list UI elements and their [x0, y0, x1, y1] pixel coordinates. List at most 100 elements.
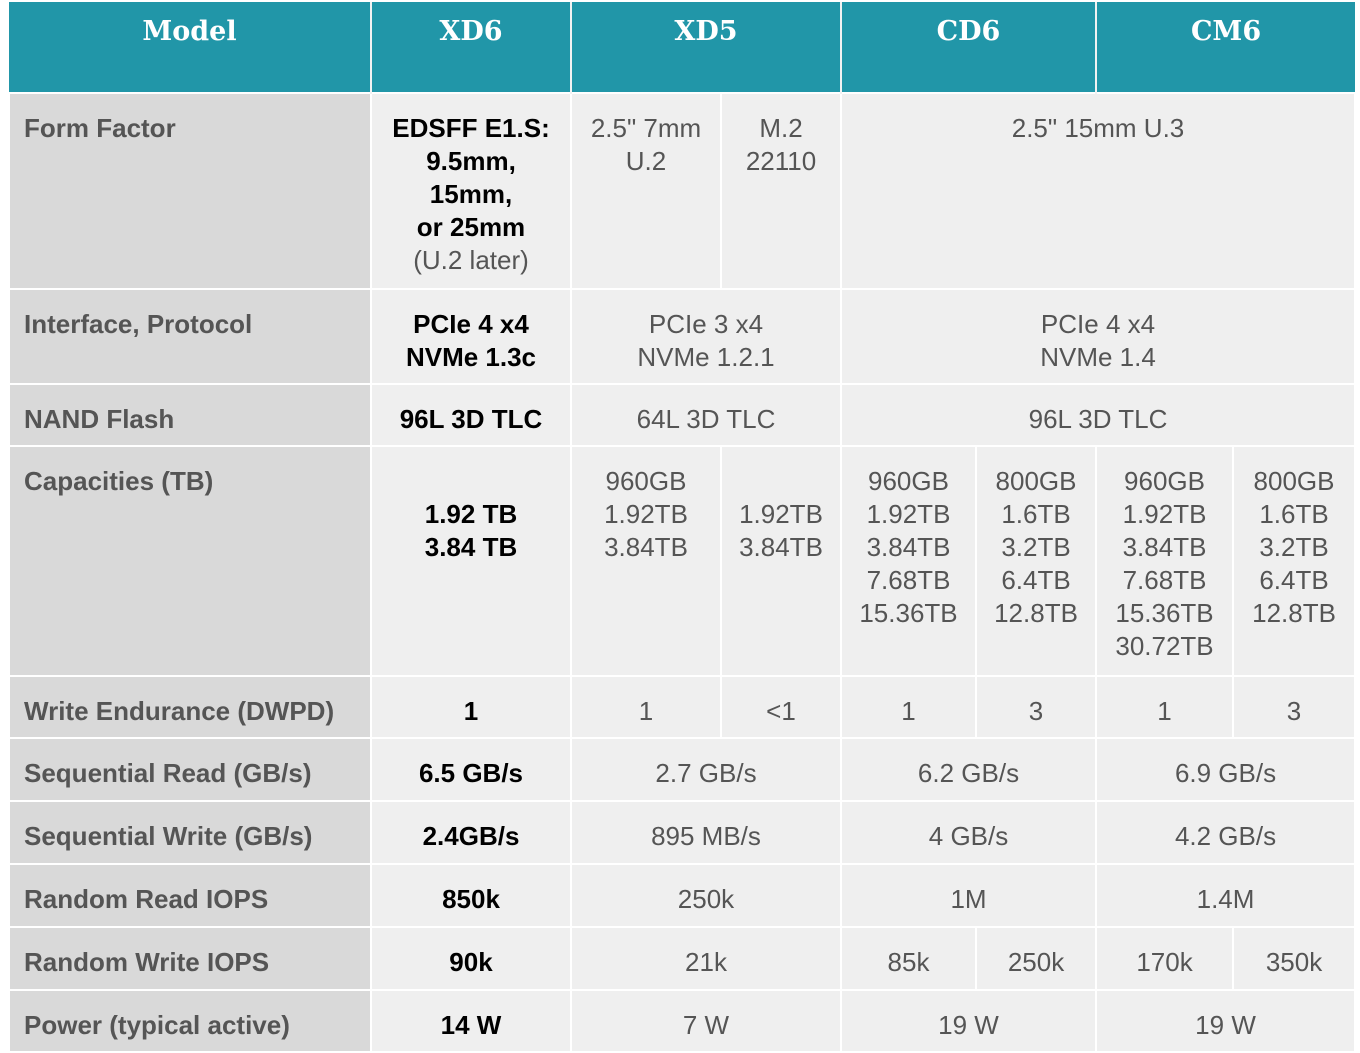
- cell-line: 3.84TB: [739, 532, 823, 562]
- cell-cd6: 1M: [839, 863, 1098, 928]
- row-label: Capacities (TB): [8, 445, 372, 677]
- cell-xd6: 14 W: [370, 989, 572, 1053]
- row-label: Power (typical active): [8, 989, 372, 1053]
- cell-xd5-m2: <1: [720, 675, 842, 739]
- row-form-factor: Form Factor EDSFF E1.S: 9.5mm, 15mm, or …: [8, 92, 1357, 290]
- cell-line: 1.92TB: [866, 499, 951, 529]
- cell-xd5: 895 MB/s: [570, 800, 842, 865]
- cell-line: 12.8TB: [1252, 598, 1336, 628]
- cell-xd5-m2: M.2 22110: [720, 92, 842, 290]
- row-random-read: Random Read IOPS 850k 250k 1M 1.4M: [8, 863, 1357, 928]
- header-model: Model: [9, 2, 372, 93]
- cell-line: 960GB: [605, 466, 687, 496]
- row-label: Sequential Read (GB/s): [8, 737, 372, 802]
- cell-line: PCIe 4 x4: [1040, 309, 1156, 339]
- cell-line: 3.84TB: [866, 532, 951, 562]
- row-nand-flash: NAND Flash 96L 3D TLC 64L 3D TLC 96L 3D …: [8, 383, 1357, 447]
- cell-line: 3.84TB: [604, 532, 688, 562]
- cell-line: PCIe 3 x4: [648, 309, 764, 339]
- cell-line: 1.92TB: [1122, 499, 1207, 529]
- cell-xd6: PCIe 4 x4 NVMe 1.3c: [370, 288, 572, 385]
- cell-cm6: 4.2 GB/s: [1095, 800, 1357, 865]
- cell-cm6-v: 3: [1232, 675, 1357, 739]
- cell-cd6-cm6: 2.5" 15mm U.3: [839, 92, 1357, 290]
- cell-xd5: 2.7 GB/s: [570, 737, 842, 802]
- cell-cd6-v: 3: [974, 675, 1098, 739]
- cell-line: U.2: [625, 146, 667, 176]
- row-label: Form Factor: [8, 92, 372, 290]
- cell-line: 1.6TB: [1001, 499, 1071, 529]
- cell-xd5-m2: 1.92TB 3.84TB: [720, 445, 842, 677]
- cell-xd5: 64L 3D TLC: [570, 383, 842, 447]
- row-label: Write Endurance (DWPD): [8, 675, 372, 739]
- cell-line: 7.68TB: [1122, 565, 1207, 595]
- cell-xd5: 250k: [570, 863, 842, 928]
- cell-line: 22110: [745, 146, 817, 176]
- cell-cm6: 19 W: [1095, 989, 1357, 1053]
- cell-cm6-r: 960GB 1.92TB 3.84TB 7.68TB 15.36TB 30.72…: [1095, 445, 1235, 677]
- cell-line: NVMe 1.4: [1040, 342, 1156, 372]
- cell-line: NVMe 1.2.1: [637, 342, 775, 372]
- cell-cm6: 6.9 GB/s: [1095, 737, 1357, 802]
- cell-line: 12.8TB: [994, 598, 1078, 628]
- cell-cd6: 4 GB/s: [839, 800, 1098, 865]
- cell-xd5: 21k: [570, 926, 842, 991]
- cell-line: 15mm,: [429, 179, 513, 209]
- cell-xd5: 7 W: [570, 989, 842, 1053]
- row-sequential-write: Sequential Write (GB/s) 2.4GB/s 895 MB/s…: [8, 800, 1357, 865]
- cell-line: 30.72TB: [1115, 631, 1214, 661]
- header-cd6: CD6: [841, 2, 1098, 93]
- cell-line: 800GB: [995, 466, 1077, 496]
- ssd-spec-table: Model XD6 XD5 CD6 CM6 Form Factor EDSFF …: [8, 2, 1357, 1053]
- cell-xd6: 1: [370, 675, 572, 739]
- cell-line: PCIe 4 x4: [413, 309, 529, 339]
- cell-line: 960GB: [868, 466, 949, 496]
- cell-cm6-v: 350k: [1232, 926, 1357, 991]
- cell-line: 6.4TB: [1001, 565, 1071, 595]
- cell-line: 9.5mm,: [426, 146, 516, 176]
- row-write-endurance: Write Endurance (DWPD) 1 1 <1 1 3 1 3: [8, 675, 1357, 739]
- header-cm6: CM6: [1096, 2, 1356, 93]
- cell-line: 1.92 TB: [424, 499, 518, 529]
- header-xd6: XD6: [371, 2, 572, 93]
- cell-note: (U.2 later): [413, 245, 529, 275]
- cell-line: 800GB: [1253, 466, 1335, 496]
- cell-xd6: EDSFF E1.S: 9.5mm, 15mm, or 25mm (U.2 la…: [370, 92, 572, 290]
- cell-cm6-v: 800GB 1.6TB 3.2TB 6.4TB 12.8TB: [1232, 445, 1357, 677]
- cell-cd6-r: 960GB 1.92TB 3.84TB 7.68TB 15.36TB: [840, 445, 977, 677]
- cell-line: 15.36TB: [1115, 598, 1214, 628]
- row-random-write: Random Write IOPS 90k 21k 85k 250k 170k …: [8, 926, 1357, 991]
- cell-line: 15.36TB: [859, 598, 958, 628]
- row-power: Power (typical active) 14 W 7 W 19 W 19 …: [8, 989, 1357, 1053]
- header-row: Model XD6 XD5 CD6 CM6: [9, 2, 1356, 93]
- row-label: NAND Flash: [8, 383, 372, 447]
- cell-line: 7.68TB: [866, 565, 951, 595]
- cell-cd6-r: 1: [840, 675, 977, 739]
- cell-xd6: 850k: [370, 863, 572, 928]
- row-label: Interface, Protocol: [8, 288, 372, 385]
- cell-cd6-v: 800GB 1.6TB 3.2TB 6.4TB 12.8TB: [974, 445, 1098, 677]
- cell-line: 6.4TB: [1259, 565, 1329, 595]
- row-label: Random Read IOPS: [8, 863, 372, 928]
- cell-line: 1.6TB: [1259, 499, 1329, 529]
- cell-cd6-cm6: PCIe 4 x4 NVMe 1.4: [839, 288, 1357, 385]
- cell-xd5-u2: 960GB 1.92TB 3.84TB: [570, 445, 722, 677]
- header-xd5: XD5: [571, 2, 842, 93]
- cell-xd6: 1.92 TB 3.84 TB: [370, 445, 572, 677]
- cell-xd6: 90k: [370, 926, 572, 991]
- cell-xd5-u2: 2.5" 7mm U.2: [570, 92, 722, 290]
- row-label: Sequential Write (GB/s): [8, 800, 372, 865]
- row-interface: Interface, Protocol PCIe 4 x4 NVMe 1.3c …: [8, 288, 1357, 385]
- cell-line: 3.2TB: [1001, 532, 1071, 562]
- cell-line: M.2: [759, 113, 803, 143]
- row-capacities: Capacities (TB) 1.92 TB 3.84 TB 960GB 1.…: [8, 445, 1357, 677]
- cell-line: 3.2TB: [1259, 532, 1329, 562]
- cell-cd6: 6.2 GB/s: [839, 737, 1098, 802]
- cell-xd6: 2.4GB/s: [370, 800, 572, 865]
- row-label: Random Write IOPS: [8, 926, 372, 991]
- cell-cm6-r: 170k: [1095, 926, 1235, 991]
- cell-cd6-cm6: 96L 3D TLC: [839, 383, 1357, 447]
- cell-line: 1.92TB: [604, 499, 688, 529]
- cell-line: 3.84 TB: [424, 532, 518, 562]
- cell-cm6-r: 1: [1095, 675, 1235, 739]
